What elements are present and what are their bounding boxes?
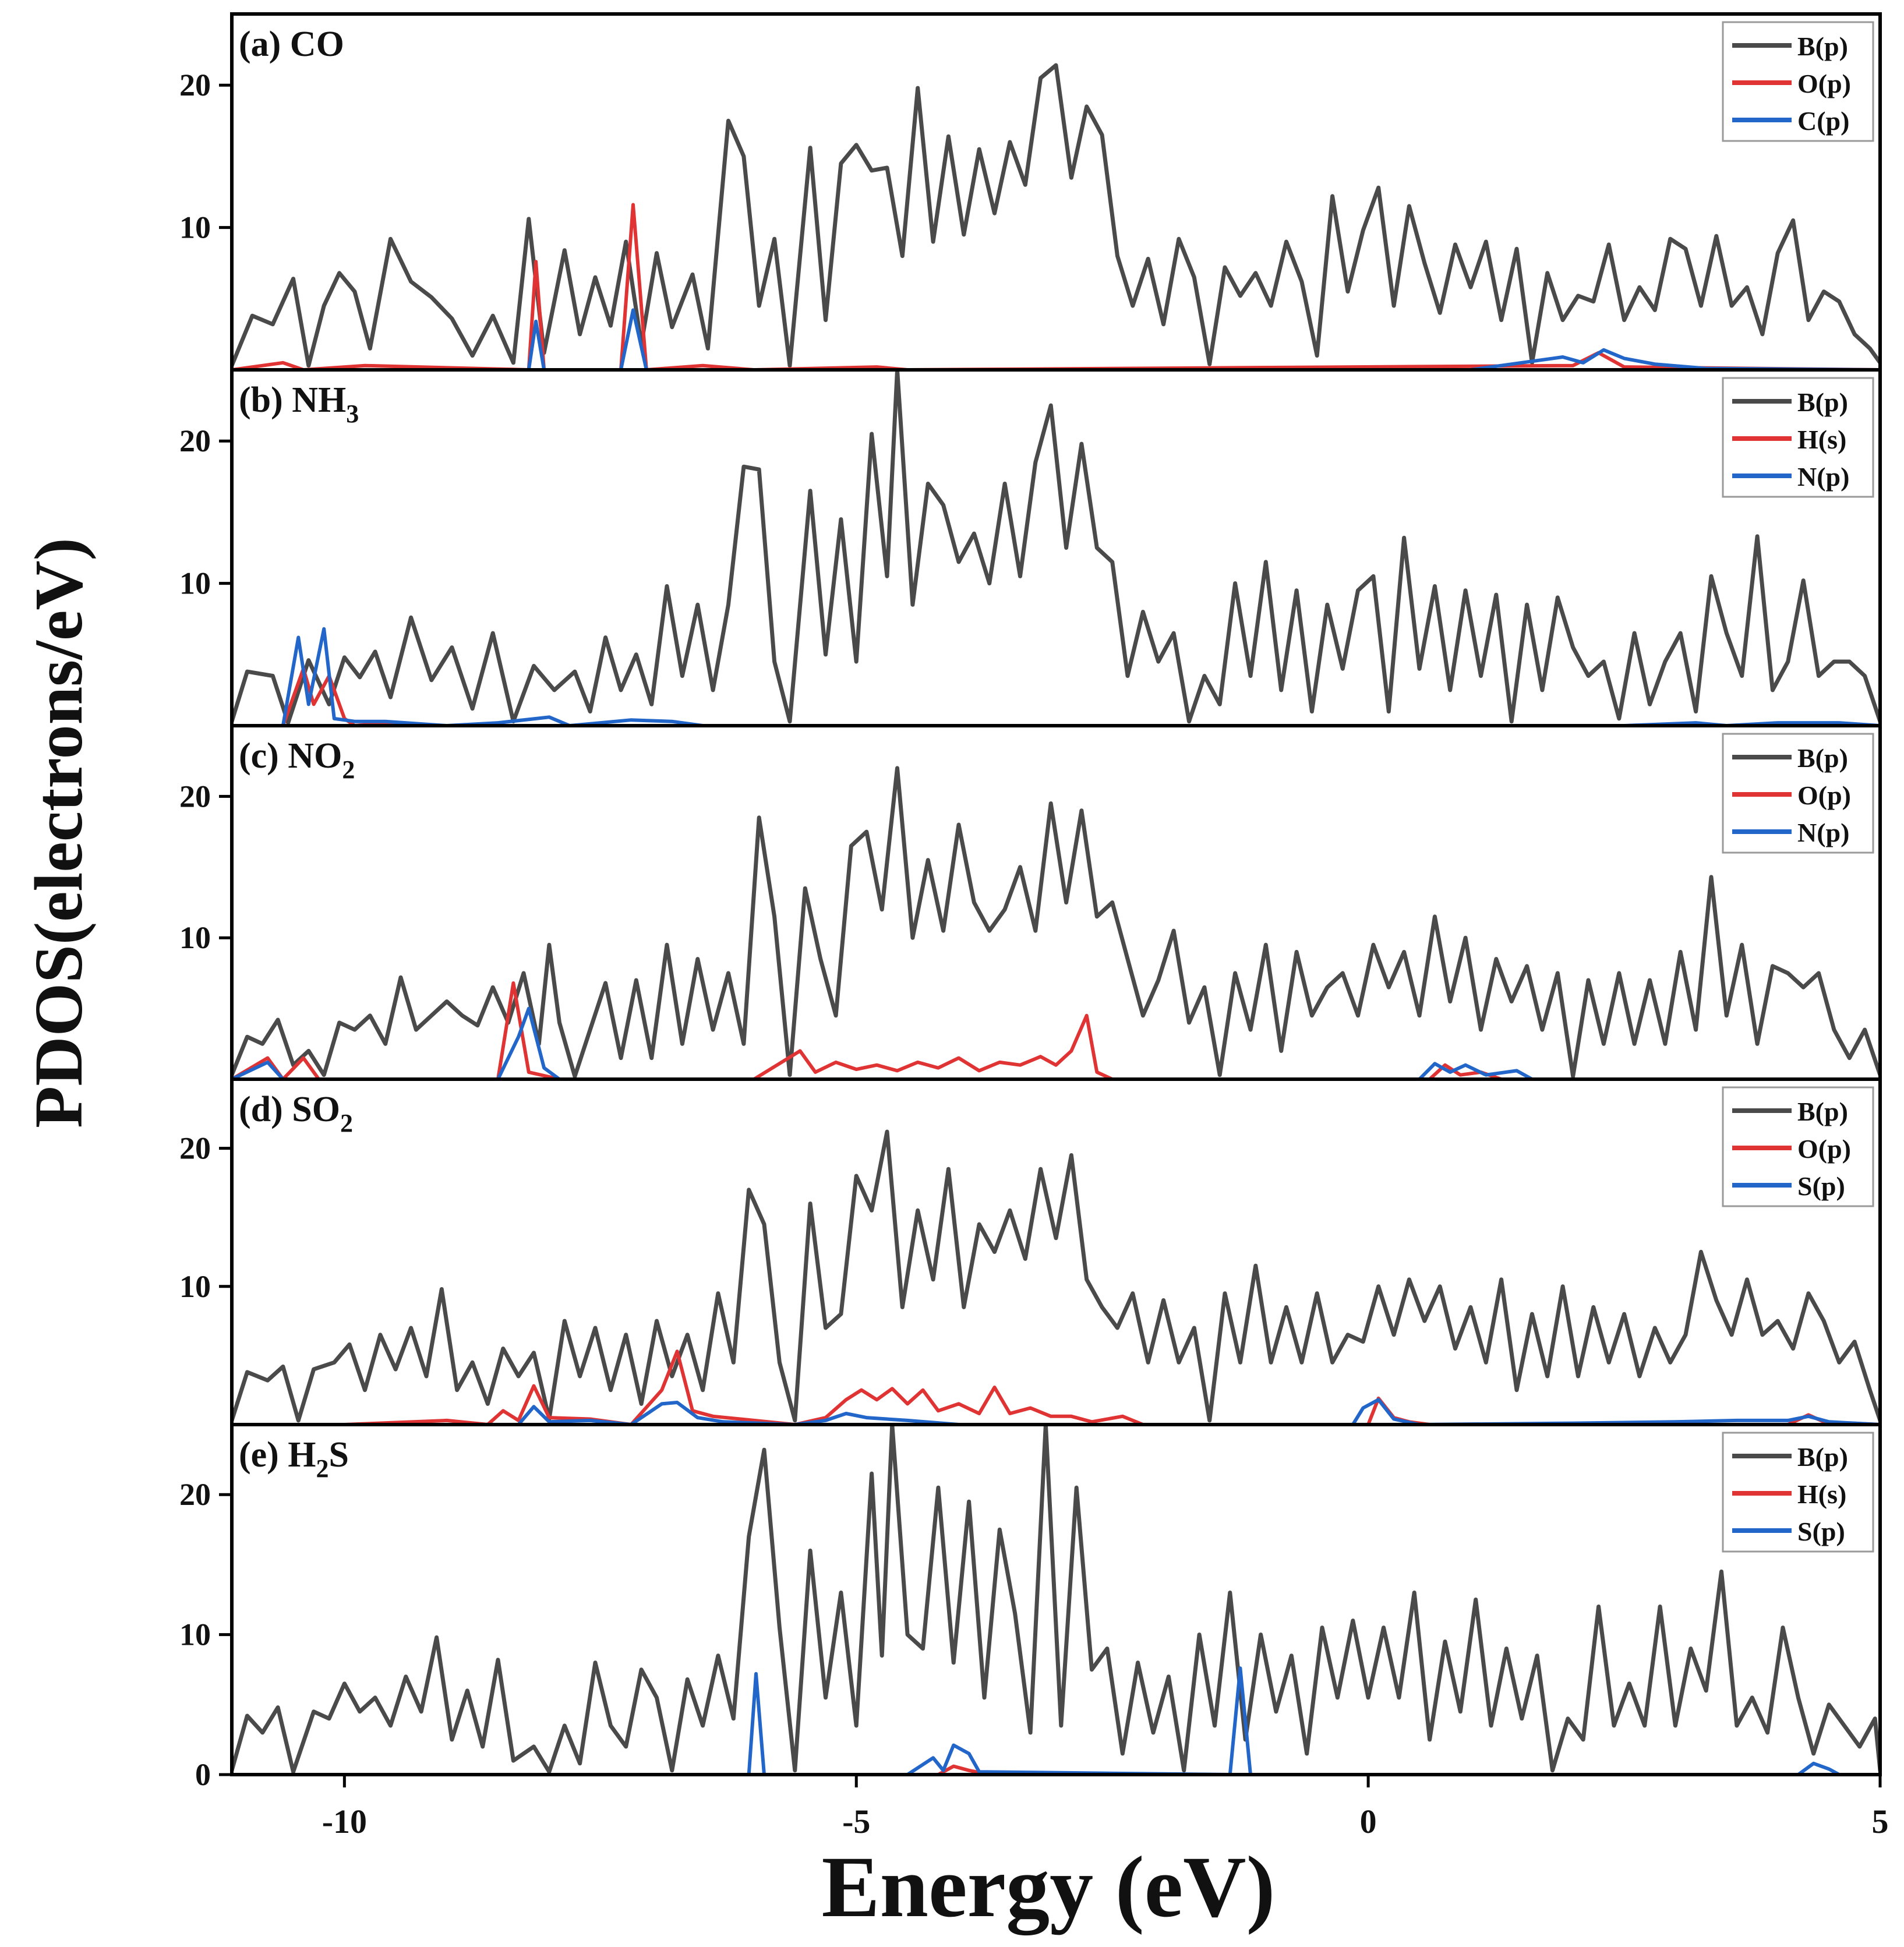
legend: B(p) O(p) C(p) bbox=[1722, 21, 1874, 142]
y-tick-label: 10 bbox=[179, 210, 211, 245]
y-tick-label: 20 bbox=[179, 1131, 211, 1166]
panel-title-subscript: 3 bbox=[346, 400, 359, 428]
y-axis-title: PDOS(electrons/eV) bbox=[20, 538, 97, 1128]
panel-b: 10 20 (b) NH3 B(p) H(s) N(p) bbox=[179, 368, 1882, 727]
panel-title-suffix: S bbox=[329, 1435, 349, 1475]
series-blue-line bbox=[232, 1006, 1880, 1079]
y-tick-label: 10 bbox=[179, 566, 211, 601]
series-blue-line bbox=[232, 1666, 1880, 1775]
legend-entry: B(p) bbox=[1797, 1097, 1848, 1126]
panel-frame bbox=[230, 368, 1882, 727]
panel-title-text: (c) NO bbox=[239, 736, 342, 776]
y-tick-label: 20 bbox=[179, 423, 211, 458]
legend-entry: N(p) bbox=[1797, 818, 1849, 847]
legend-entry: N(p) bbox=[1797, 462, 1849, 492]
series-b-line bbox=[232, 63, 1880, 368]
y-tick-label: 20 bbox=[179, 68, 211, 103]
legend-entry: B(p) bbox=[1797, 743, 1848, 773]
y-tick-label: 0 bbox=[195, 1757, 211, 1792]
panel-title: (d) SO2 bbox=[239, 1090, 353, 1137]
panel-d: 10 20 (d) SO2 B(p) O(p) S(p) bbox=[179, 1077, 1882, 1426]
series-b-line bbox=[232, 766, 1880, 1079]
panel-title: (c) NO2 bbox=[239, 736, 355, 784]
panel-title: (b) NH3 bbox=[239, 380, 359, 428]
x-tick-label: 0 bbox=[1360, 1803, 1377, 1840]
y-tick-label: 20 bbox=[179, 1477, 211, 1512]
panel-frame bbox=[230, 1077, 1882, 1426]
y-tick-label: 10 bbox=[179, 920, 211, 955]
panel-a: 10 20 (a) CO B(p) O(p) C(p) bbox=[179, 12, 1882, 372]
x-tick-label: -10 bbox=[322, 1803, 367, 1840]
legend-entry: B(p) bbox=[1797, 387, 1848, 417]
x-axis-title: Energy (eV) bbox=[822, 1839, 1276, 1935]
legend: B(p) H(s) S(p) bbox=[1722, 1432, 1874, 1553]
x-tick-label: -5 bbox=[842, 1803, 870, 1840]
panel-frame bbox=[230, 1423, 1882, 1776]
legend: B(p) H(s) N(p) bbox=[1722, 377, 1874, 498]
legend-entry: S(p) bbox=[1797, 1171, 1845, 1201]
panel-title: (e) H2S bbox=[239, 1435, 349, 1483]
panel-title-text: (a) CO bbox=[239, 24, 344, 64]
series-red-line bbox=[232, 1349, 1880, 1425]
series-b-line bbox=[232, 370, 1880, 725]
panel-title-text: (e) H bbox=[239, 1435, 316, 1475]
series-red-line bbox=[232, 981, 1880, 1079]
legend-entry: H(s) bbox=[1797, 425, 1846, 454]
panel-title-subscript: 2 bbox=[340, 1109, 353, 1137]
series-blue-line bbox=[232, 1398, 1880, 1425]
legend: B(p) O(p) S(p) bbox=[1722, 1086, 1874, 1207]
panel-title-text: (d) SO bbox=[239, 1090, 340, 1129]
panel-e: 10 20 (e) H2S B(p) H(s) S(p) bbox=[179, 1423, 1882, 1776]
legend: B(p) O(p) N(p) bbox=[1722, 733, 1874, 854]
panel-c: 10 20 (c) NO2 B(p) O(p) N(p) bbox=[179, 724, 1882, 1081]
series-b-line bbox=[232, 1425, 1880, 1774]
y-tick-label: 10 bbox=[179, 1617, 211, 1652]
series-b-line bbox=[232, 1129, 1880, 1423]
y-tick-label: 10 bbox=[179, 1269, 211, 1304]
legend-entry: O(p) bbox=[1797, 780, 1851, 810]
legend-entry: O(p) bbox=[1797, 1134, 1851, 1164]
series-blue-line bbox=[232, 308, 1880, 370]
panel-title-subscript: 2 bbox=[316, 1454, 329, 1483]
y-tick-label: 20 bbox=[179, 779, 211, 814]
legend-entry: B(p) bbox=[1797, 1442, 1848, 1472]
legend-entry: C(p) bbox=[1797, 106, 1849, 136]
panel-title-subscript: 2 bbox=[342, 755, 355, 784]
legend-entry: O(p) bbox=[1797, 69, 1851, 98]
legend-entry: B(p) bbox=[1797, 31, 1848, 61]
series-red-line bbox=[232, 203, 1880, 370]
series-red-line bbox=[232, 1764, 1880, 1775]
legend-entry: H(s) bbox=[1797, 1479, 1846, 1509]
panel-title-text: (b) NH bbox=[239, 380, 346, 420]
legend-entry: S(p) bbox=[1797, 1517, 1845, 1546]
x-tick-label: 5 bbox=[1872, 1803, 1889, 1840]
panel-title: (a) CO bbox=[239, 24, 344, 64]
